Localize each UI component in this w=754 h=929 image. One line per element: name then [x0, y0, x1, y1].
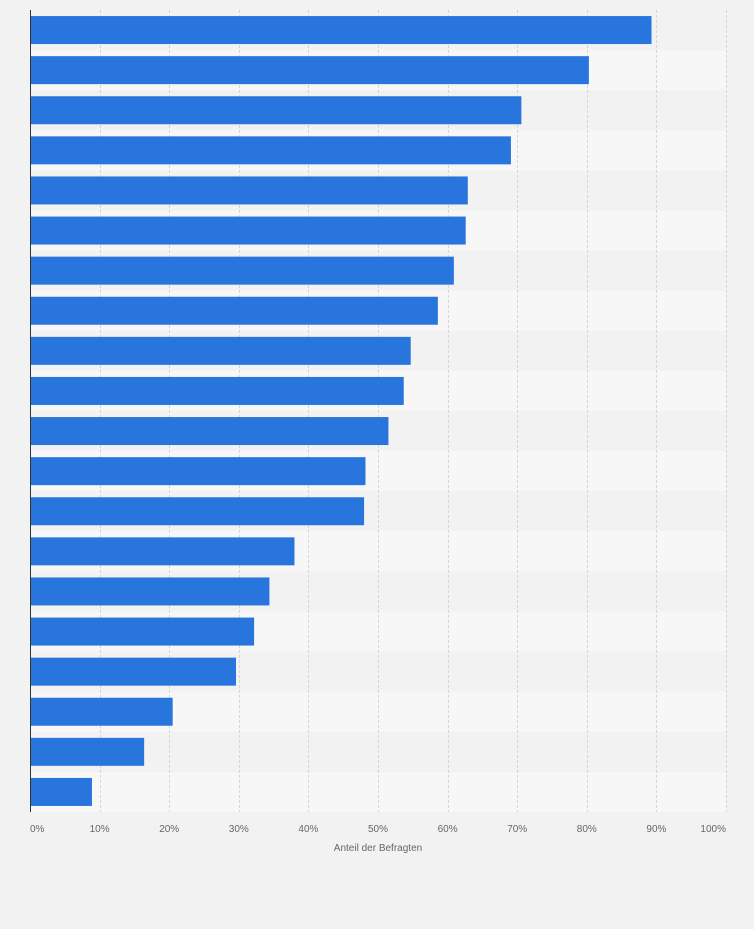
bar[interactable]	[30, 697, 173, 726]
bar[interactable]	[30, 737, 145, 766]
x-tick-label: 30%	[229, 824, 249, 835]
x-tick-label: 20%	[159, 824, 179, 835]
bar[interactable]	[30, 56, 589, 85]
x-tick-labels: 0% 10% 20% 30% 40% 50% 60% 70% 80% 90% 100%	[30, 824, 726, 835]
bar[interactable]	[30, 296, 438, 325]
x-tick-label: 70%	[507, 824, 527, 835]
bar[interactable]	[30, 256, 454, 285]
bar[interactable]	[30, 657, 237, 686]
bar[interactable]	[30, 417, 389, 446]
bar[interactable]	[30, 577, 270, 606]
x-tick-label: 10%	[90, 824, 110, 835]
bar[interactable]	[30, 216, 466, 245]
bar[interactable]	[30, 16, 652, 45]
x-tick-label: 40%	[298, 824, 318, 835]
bar[interactable]	[30, 617, 255, 646]
x-tick-label: 0%	[30, 824, 45, 835]
bar[interactable]	[30, 457, 366, 486]
bar[interactable]	[30, 336, 411, 365]
bar[interactable]	[30, 376, 404, 405]
x-tick-label: 50%	[368, 824, 388, 835]
gridlines	[100, 10, 727, 812]
x-axis-title: Anteil der Befragten	[334, 843, 422, 854]
bar[interactable]	[30, 777, 92, 806]
x-tick-label: 80%	[577, 824, 597, 835]
bar[interactable]	[30, 537, 295, 566]
bar[interactable]	[30, 96, 522, 125]
x-tick-label: 60%	[438, 824, 458, 835]
x-tick-label: 100%	[700, 824, 726, 835]
bar[interactable]	[30, 136, 511, 165]
x-tick-label: 90%	[646, 824, 666, 835]
bars	[30, 16, 652, 806]
bar[interactable]	[30, 497, 365, 526]
bar[interactable]	[30, 176, 468, 205]
